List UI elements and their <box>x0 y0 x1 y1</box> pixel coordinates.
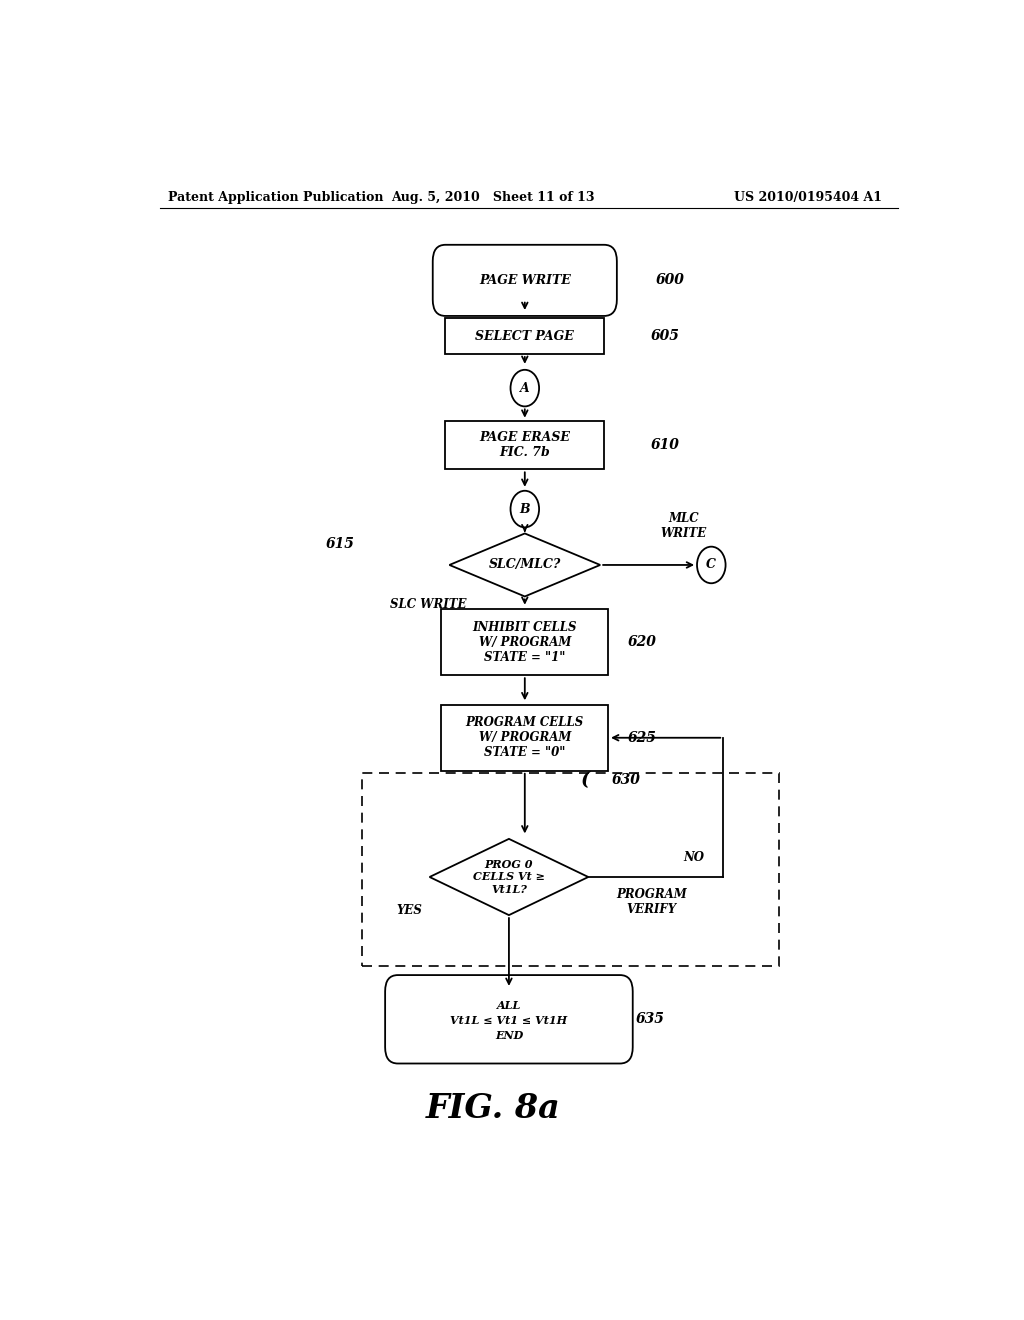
Bar <box>362 774 778 966</box>
Text: INHIBIT CELLS
W/ PROGRAM
STATE = "1": INHIBIT CELLS W/ PROGRAM STATE = "1" <box>472 620 578 664</box>
Text: B: B <box>519 503 530 516</box>
Text: 620: 620 <box>628 635 656 649</box>
Text: (: ( <box>581 771 590 789</box>
Text: 630: 630 <box>612 774 641 788</box>
Bar <box>445 318 604 354</box>
Text: Patent Application Publication: Patent Application Publication <box>168 190 383 203</box>
Text: PROGRAM CELLS
W/ PROGRAM
STATE = "0": PROGRAM CELLS W/ PROGRAM STATE = "0" <box>466 717 584 759</box>
Bar <box>441 705 608 771</box>
Text: END: END <box>495 1030 523 1041</box>
FancyBboxPatch shape <box>433 244 616 315</box>
Text: PAGE WRITE: PAGE WRITE <box>479 273 570 286</box>
Text: PROG 0
CELLS Vt ≥
Vt1L?: PROG 0 CELLS Vt ≥ Vt1L? <box>473 859 545 895</box>
Text: SELECT PAGE: SELECT PAGE <box>475 330 574 343</box>
Text: C: C <box>707 558 717 572</box>
FancyBboxPatch shape <box>385 975 633 1064</box>
Text: A: A <box>520 381 529 395</box>
Text: FIG. 8a: FIG. 8a <box>426 1092 560 1125</box>
Text: 600: 600 <box>655 273 685 288</box>
Text: PROGRAM
VERIFY: PROGRAM VERIFY <box>616 888 687 916</box>
Text: US 2010/0195404 A1: US 2010/0195404 A1 <box>734 190 882 203</box>
Text: 635: 635 <box>636 1012 665 1026</box>
Text: 610: 610 <box>650 438 680 451</box>
Text: 615: 615 <box>326 537 354 550</box>
Text: NO: NO <box>684 851 705 865</box>
Text: MLC
WRITE: MLC WRITE <box>660 512 707 540</box>
Text: ALL: ALL <box>497 999 521 1011</box>
Polygon shape <box>450 533 600 597</box>
Text: PAGE ERASE
FIC. 7b: PAGE ERASE FIC. 7b <box>479 432 570 459</box>
Text: 625: 625 <box>628 731 656 744</box>
Text: 605: 605 <box>650 329 680 343</box>
Text: Vt1L ≤ Vt1 ≤ Vt1H: Vt1L ≤ Vt1 ≤ Vt1H <box>451 1015 567 1026</box>
Text: YES: YES <box>396 904 423 917</box>
Circle shape <box>511 491 539 528</box>
Bar <box>445 421 604 470</box>
Text: SLC/MLC?: SLC/MLC? <box>488 558 561 572</box>
Text: Aug. 5, 2010   Sheet 11 of 13: Aug. 5, 2010 Sheet 11 of 13 <box>391 190 595 203</box>
Circle shape <box>511 370 539 407</box>
Bar <box>441 609 608 676</box>
Circle shape <box>697 546 726 583</box>
Polygon shape <box>430 840 588 915</box>
Text: SLC WRITE: SLC WRITE <box>390 598 466 611</box>
